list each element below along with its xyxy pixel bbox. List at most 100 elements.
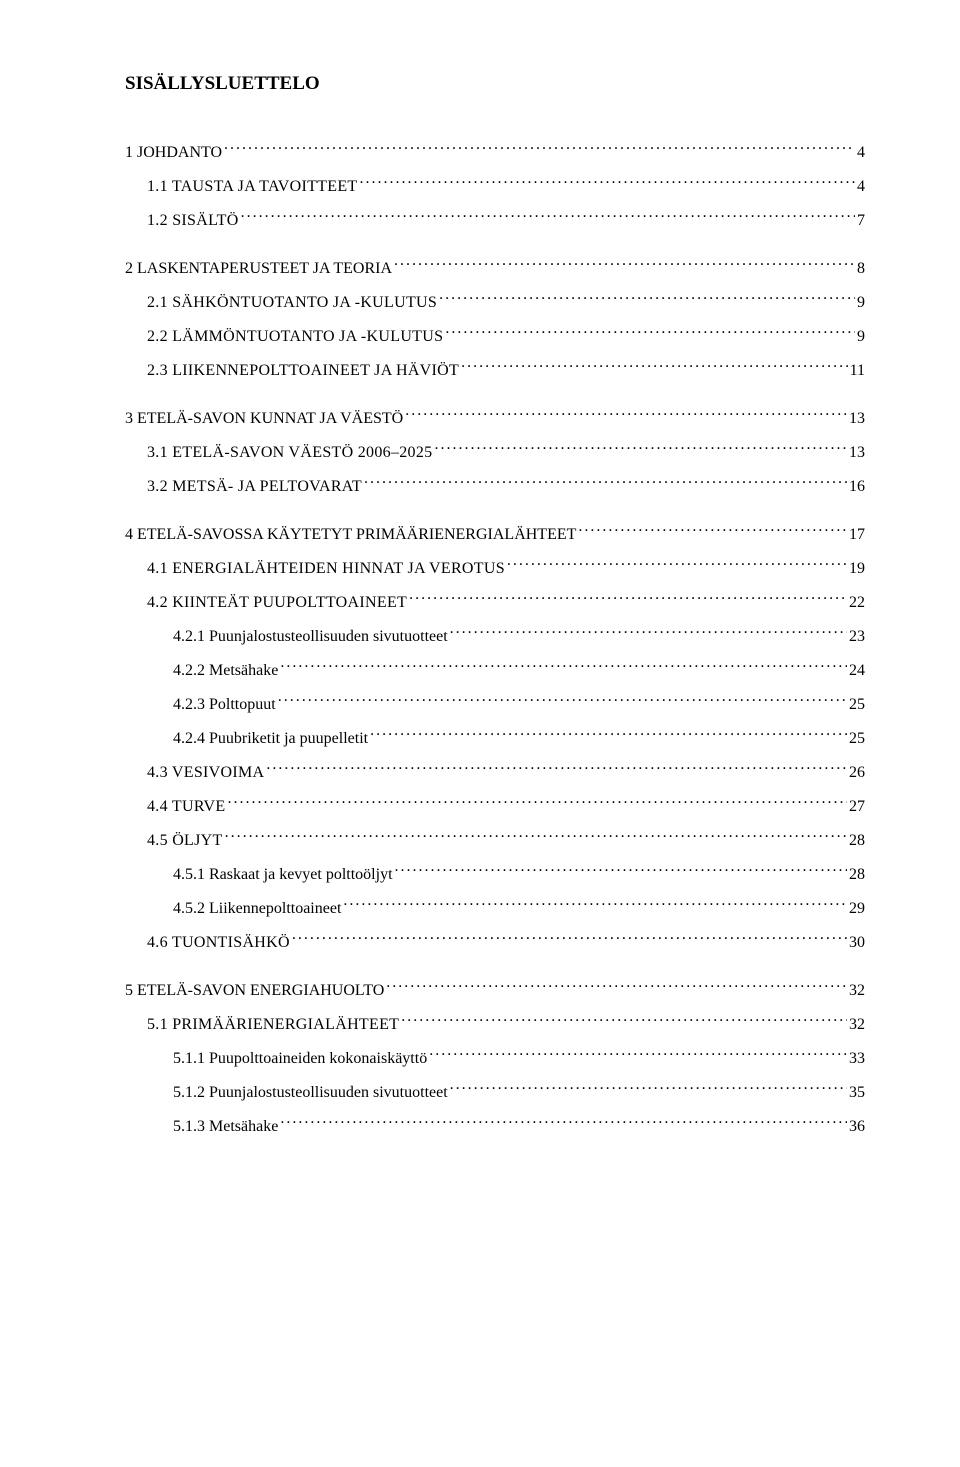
toc-entry-page: 8 <box>857 257 865 281</box>
toc-entry: 2.2 LÄMMÖNTUOTANTO JA -KULUTUS 9 <box>147 325 865 349</box>
toc-entry-label: 4.2.3 Polttopuut <box>173 693 276 717</box>
toc-entry-label: 4.5.1 Raskaat ja kevyet polttoöljyt <box>173 863 393 887</box>
toc-entry: 1 JOHDANTO 4 <box>125 141 865 165</box>
toc-dot-leader <box>401 1013 847 1029</box>
toc-entry-label: 5.1.2 Puunjalostusteollisuuden sivutuott… <box>173 1081 448 1105</box>
toc-entry: 5.1.2 Puunjalostusteollisuuden sivutuott… <box>173 1081 865 1105</box>
toc-entry-label: 4.4 TURVE <box>147 795 225 819</box>
toc-entry: 4.5.2 Liikennepolttoaineet29 <box>173 897 865 921</box>
toc-entry-label: 1.2 SISÄLTÖ <box>147 209 239 233</box>
toc-entry: 4.2.1 Puunjalostusteollisuuden sivutuott… <box>173 625 865 649</box>
toc-entry: 4.4 TURVE 27 <box>147 795 865 819</box>
toc-entry: 5.1.3 Metsähake36 <box>173 1115 865 1139</box>
toc-entry-page: 25 <box>849 727 865 751</box>
toc-entry-page: 7 <box>857 209 865 233</box>
toc-dot-leader <box>224 141 855 157</box>
toc-entry-label: 2 LASKENTAPERUSTEET JA TEORIA <box>125 257 392 281</box>
toc-entry-label: 3.1 ETELÄ-SAVON VÄESTÖ 2006–2025 <box>147 441 432 465</box>
toc-entry: 5.1.1 Puupolttoaineiden kokonaiskäyttö33 <box>173 1047 865 1071</box>
toc-entry-page: 19 <box>849 557 865 581</box>
toc-entry-page: 30 <box>849 931 865 955</box>
toc-dot-leader <box>266 761 847 777</box>
toc-dot-leader <box>343 897 847 913</box>
toc-entry-label: 4.2.4 Puubriketit ja puupelletit <box>173 727 368 751</box>
toc-entry: 4.3 VESIVOIMA26 <box>147 761 865 785</box>
toc-dot-leader <box>445 325 855 341</box>
toc-entry-label: 2.2 LÄMMÖNTUOTANTO JA -KULUTUS <box>147 325 443 349</box>
toc-entry: 5 ETELÄ-SAVON ENERGIAHUOLTO 32 <box>125 979 865 1003</box>
toc-entry: 4.5 ÖLJYT28 <box>147 829 865 853</box>
toc-entry-label: 1 JOHDANTO <box>125 141 222 165</box>
toc-dot-leader <box>280 1115 847 1131</box>
toc-entry: 4 ETELÄ-SAVOSSA KÄYTETYT PRIMÄÄRIENERGIA… <box>125 523 865 547</box>
toc-dot-leader <box>386 979 847 995</box>
toc-entry: 3.1 ETELÄ-SAVON VÄESTÖ 2006–2025 13 <box>147 441 865 465</box>
toc-entry-page: 4 <box>857 175 865 199</box>
toc-entry-label: 3 ETELÄ-SAVON KUNNAT JA VÄESTÖ <box>125 407 403 431</box>
toc-dot-leader <box>395 863 847 879</box>
toc-dot-leader <box>507 557 847 573</box>
toc-entry: 4.2.3 Polttopuut 25 <box>173 693 865 717</box>
toc-entry-label: 5.1 PRIMÄÄRIENERGIALÄHTEET <box>147 1013 399 1037</box>
toc-entry: 2 LASKENTAPERUSTEET JA TEORIA 8 <box>125 257 865 281</box>
toc-entry: 4.6 TUONTISÄHKÖ 30 <box>147 931 865 955</box>
toc-dot-leader <box>578 523 847 539</box>
toc-entry-page: 9 <box>857 325 865 349</box>
toc-entry-label: 5.1.1 Puupolttoaineiden kokonaiskäyttö <box>173 1047 427 1071</box>
toc-entry-page: 11 <box>850 359 865 383</box>
toc-dot-leader <box>409 591 847 607</box>
toc-dot-leader <box>225 829 847 845</box>
toc-dot-leader <box>450 625 847 641</box>
toc-dot-leader <box>450 1081 847 1097</box>
toc-list: 1 JOHDANTO 4 1.1 TAUSTA JA TAVOITTEET 4 1.2 … <box>125 141 865 1139</box>
toc-entry-page: 22 <box>849 591 865 615</box>
toc-entry-label: 4.5 ÖLJYT <box>147 829 223 853</box>
toc-entry-label: 2.1 SÄHKÖNTUOTANTO JA -KULUTUS <box>147 291 437 315</box>
toc-entry-page: 24 <box>849 659 865 683</box>
toc-entry-page: 23 <box>849 625 865 649</box>
toc-entry-page: 35 <box>849 1081 865 1105</box>
toc-entry-page: 32 <box>849 1013 865 1037</box>
toc-entry-label: 4.2.2 Metsähake <box>173 659 278 683</box>
toc-dot-leader <box>461 359 847 375</box>
toc-entry: 2.1 SÄHKÖNTUOTANTO JA -KULUTUS 9 <box>147 291 865 315</box>
toc-entry: 4.5.1 Raskaat ja kevyet polttoöljyt 28 <box>173 863 865 887</box>
toc-entry-label: 4.6 TUONTISÄHKÖ <box>147 931 290 955</box>
toc-entry: 1.1 TAUSTA JA TAVOITTEET 4 <box>147 175 865 199</box>
toc-entry-page: 16 <box>849 475 865 499</box>
toc-entry: 5.1 PRIMÄÄRIENERGIALÄHTEET 32 <box>147 1013 865 1037</box>
toc-entry-page: 26 <box>849 761 865 785</box>
toc-dot-leader <box>280 659 847 675</box>
toc-entry-label: 2.3 LIIKENNEPOLTTOAINEET JA HÄVIÖT <box>147 359 459 383</box>
toc-dot-leader <box>405 407 847 423</box>
toc-dot-leader <box>429 1047 847 1063</box>
toc-entry-page: 13 <box>849 441 865 465</box>
toc-entry-label: 4.2.1 Puunjalostusteollisuuden sivutuott… <box>173 625 448 649</box>
toc-entry-label: 5 ETELÄ-SAVON ENERGIAHUOLTO <box>125 979 384 1003</box>
toc-entry: 4.1 ENERGIALÄHTEIDEN HINNAT JA VEROTUS 19 <box>147 557 865 581</box>
toc-entry-label: 3.2 METSÄ- JA PELTOVARAT <box>147 475 362 499</box>
toc-entry-page: 32 <box>849 979 865 1003</box>
toc-entry-label: 4.2 KIINTEÄT PUUPOLTTOAINEET <box>147 591 407 615</box>
toc-entry: 4.2.4 Puubriketit ja puupelletit 25 <box>173 727 865 751</box>
toc-entry-label: 1.1 TAUSTA JA TAVOITTEET <box>147 175 357 199</box>
toc-entry-label: 4.1 ENERGIALÄHTEIDEN HINNAT JA VEROTUS <box>147 557 505 581</box>
toc-entry-page: 9 <box>857 291 865 315</box>
toc-entry-page: 13 <box>849 407 865 431</box>
toc-entry: 4.2 KIINTEÄT PUUPOLTTOAINEET 22 <box>147 591 865 615</box>
toc-entry: 3.2 METSÄ- JA PELTOVARAT 16 <box>147 475 865 499</box>
toc-entry-page: 25 <box>849 693 865 717</box>
toc-entry-page: 4 <box>857 141 865 165</box>
toc-entry-page: 28 <box>849 863 865 887</box>
toc-entry-page: 17 <box>849 523 865 547</box>
toc-dot-leader <box>278 693 847 709</box>
toc-title: SISÄLLYSLUETTELO <box>125 70 865 99</box>
toc-dot-leader <box>370 727 847 743</box>
toc-entry: 2.3 LIIKENNEPOLTTOAINEET JA HÄVIÖT 11 <box>147 359 865 383</box>
toc-dot-leader <box>227 795 847 811</box>
toc-entry: 4.2.2 Metsähake 24 <box>173 659 865 683</box>
toc-dot-leader <box>292 931 847 947</box>
toc-dot-leader <box>364 475 847 491</box>
toc-entry-page: 27 <box>849 795 865 819</box>
toc-entry-label: 4 ETELÄ-SAVOSSA KÄYTETYT PRIMÄÄRIENERGIA… <box>125 523 576 547</box>
